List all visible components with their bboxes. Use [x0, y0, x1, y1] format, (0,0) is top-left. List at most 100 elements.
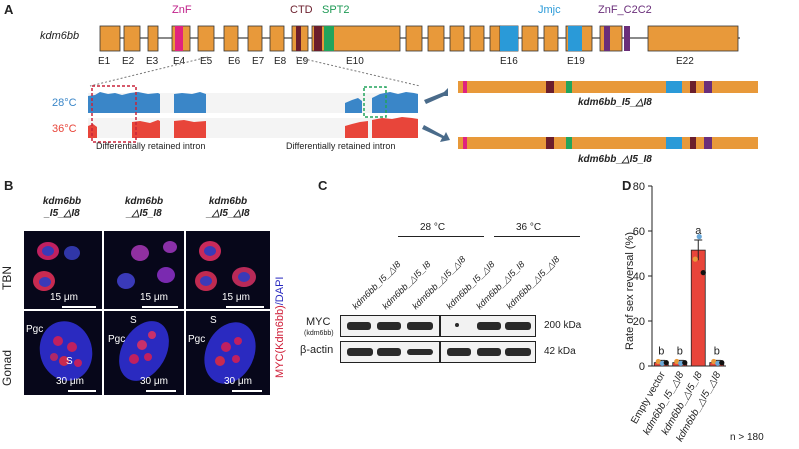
exon-8 — [269, 25, 285, 52]
panel-label-b: B — [4, 178, 14, 193]
micro-tbn-2 — [104, 231, 184, 309]
exon-label-e8: E8 — [274, 56, 287, 67]
sig-letter-2: a — [695, 225, 702, 237]
sample-size-note: n > 180 — [730, 432, 764, 443]
sig-letter-0: b — [658, 345, 664, 357]
blot-myc-left — [340, 315, 440, 337]
panel-label-a: A — [4, 2, 14, 17]
exon-label-e16: E16 — [500, 56, 518, 67]
temp-header-36: 36 °C — [516, 222, 542, 233]
domain-znf-c2c2-label: ZnF_C2C2 — [598, 4, 652, 16]
scale-gonad-1: 30 μm — [56, 376, 84, 387]
point-0-0 — [655, 358, 661, 365]
y-tick-label-4: 80 — [633, 181, 645, 193]
exon-blocks — [99, 25, 739, 52]
scalebar-tbn-3 — [226, 306, 264, 308]
y-tick-label-0: 0 — [639, 361, 645, 373]
exon-label-e9: E9 — [296, 56, 309, 67]
point-1-1 — [678, 360, 684, 366]
domain-c2c2-block-2 — [624, 26, 630, 51]
scale-gonad-2: 30 μm — [140, 376, 168, 387]
myc-sub-label: (kdm6bb) — [304, 330, 334, 337]
exon-label-e6: E6 — [228, 56, 241, 67]
isoform-1-znf — [463, 81, 467, 93]
point-0-2 — [663, 360, 669, 366]
point-1-2 — [682, 360, 688, 366]
retained-intron-box-2 — [363, 86, 387, 118]
isoform-2-bar — [458, 137, 758, 149]
domain-spt2-block — [324, 26, 334, 51]
kda-42-label: 42 kDa — [544, 346, 576, 357]
micro-tbn-1 — [24, 231, 102, 309]
gene-model — [99, 25, 740, 52]
micro-col-3-head: kdm6bb _△I5_△I8 — [206, 196, 250, 219]
exon-11 — [405, 25, 423, 52]
myc-label: MYC — [306, 316, 331, 328]
band-myc-3 — [407, 322, 433, 330]
point-2-1 — [696, 234, 702, 240]
micro-gonad-3 — [186, 311, 270, 395]
isoform-1-c2c2 — [704, 81, 712, 93]
band-myc-4 — [455, 323, 459, 327]
y-tick-label-1: 20 — [633, 316, 645, 328]
point-2-0 — [692, 256, 698, 262]
sig-letter-3: b — [714, 345, 720, 357]
isoform-bars — [458, 81, 758, 149]
scale-tbn-3: 15 μm — [222, 292, 250, 303]
point-3-2 — [719, 360, 725, 366]
panel-label-c: C — [318, 178, 328, 193]
pgc-label-3: Pgc — [188, 334, 206, 345]
exon-label-e10: E10 — [346, 56, 364, 67]
isoform-2-ctd — [546, 137, 554, 149]
exon-5 — [197, 25, 215, 52]
exon-label-e7: E7 — [252, 56, 265, 67]
isoform-2-c2c2 — [704, 137, 712, 149]
micro-gonad-1 — [24, 311, 102, 395]
temp-36-label: 36°C — [52, 123, 77, 135]
exon-14 — [469, 25, 485, 52]
isoform-1-spt2 — [566, 81, 572, 93]
exon-label-e22: E22 — [676, 56, 694, 67]
exon-13 — [449, 25, 465, 52]
band-actin-4 — [447, 348, 471, 356]
temp-header-28: 28 °C — [420, 222, 446, 233]
domain-jmjc-block-1 — [500, 26, 518, 51]
scalebar-tbn-2 — [142, 306, 178, 308]
isoform-1-ctd — [546, 81, 554, 93]
exon-label-e3: E3 — [146, 56, 159, 67]
coverage-28c — [88, 92, 160, 113]
point-2-2 — [700, 270, 706, 276]
y-tick-label-2: 40 — [633, 271, 645, 283]
isoform-1-jmjc — [666, 81, 682, 93]
band-myc-6 — [505, 322, 531, 330]
micro-col-2-head: kdm6bb _△I5_I8 — [124, 196, 164, 219]
scale-tbn-1: 15 μm — [50, 292, 78, 303]
band-actin-3 — [407, 349, 433, 355]
isoform-2-znf — [463, 137, 467, 149]
micro-tbn-3 — [186, 231, 270, 309]
pgc-label-1: Pgc — [26, 324, 44, 335]
scalebar-gonad-3 — [232, 390, 262, 392]
blot-myc-right — [440, 315, 536, 337]
domain-jmjc-label: Jmjc — [538, 4, 561, 16]
exon-18 — [543, 25, 559, 52]
scale-tbn-2: 15 μm — [140, 292, 168, 303]
actin-label: β-actin — [300, 344, 334, 356]
exon-1 — [99, 25, 121, 52]
exon-label-e19: E19 — [567, 56, 585, 67]
isoform-1-bar — [458, 81, 758, 93]
bar-2 — [690, 249, 706, 367]
isoform-2-domain-a — [690, 137, 696, 149]
exon-label-e2: E2 — [122, 56, 135, 67]
pgc-label-2: Pgc — [108, 334, 126, 345]
temp-line-28 — [398, 236, 484, 237]
temp-line-36 — [494, 236, 580, 237]
domain-znf-label: ZnF — [172, 4, 192, 16]
retained-intron-label-2: Differentially retained intron — [286, 141, 396, 151]
sig-letter-1: b — [677, 345, 683, 357]
domain-spt2-label: SPT2 — [322, 4, 350, 16]
point-1-0 — [674, 358, 680, 365]
band-myc-1 — [347, 322, 371, 330]
domain-ctd-label: CTD — [290, 4, 313, 16]
